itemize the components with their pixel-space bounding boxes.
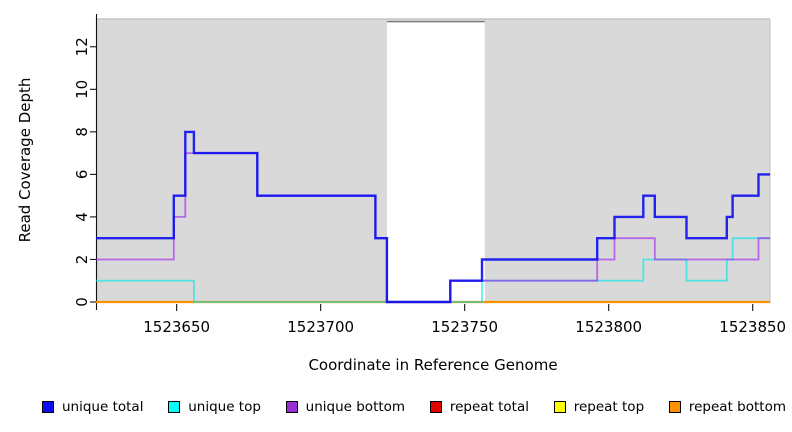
y-tick-label: 8: [73, 127, 91, 137]
chart-legend: unique total unique top unique bottom repea…: [42, 399, 786, 415]
alignment-gap-band: [386, 20, 485, 303]
legend-swatch-icon: [285, 401, 298, 413]
y-tick-label: 0: [73, 297, 91, 307]
coverage-plot: 0 2 4 6 8 10 12 1523650 1523700 1523750 1523800 152…: [16, 14, 786, 374]
legend-label: unique bottom: [305, 399, 406, 415]
legend-swatch-icon: [168, 401, 181, 413]
x-tick-label: 1523700: [287, 318, 354, 336]
x-axis-title: Coordinate in Reference Genome: [308, 356, 557, 374]
legend-label: unique total: [62, 399, 144, 415]
x-tick-label: 1523750: [431, 318, 498, 336]
x-tick-label: 1523850: [719, 318, 786, 336]
legend-swatch-icon: [429, 401, 442, 413]
series-unique-total-line: [96, 130, 770, 304]
legend-swatch-icon: [42, 401, 54, 413]
legend-swatch-icon: [553, 401, 566, 413]
y-tick-label: 4: [73, 212, 91, 222]
legend-item-repeat-bottom: repeat bottom: [668, 399, 786, 415]
y-tick-label: 10: [73, 80, 91, 99]
legend-item-unique-bottom: unique bottom: [285, 399, 406, 415]
legend-item-unique-total: unique total: [42, 399, 143, 415]
x-tick-label: 1523800: [575, 318, 642, 336]
y-axis-title: Read Coverage Depth: [16, 78, 34, 243]
legend-label: unique top: [188, 399, 261, 415]
legend-item-unique-top: unique top: [168, 399, 261, 415]
legend-item-repeat-top: repeat top: [553, 399, 645, 415]
legend-label: repeat total: [449, 399, 529, 415]
y-tick-label: 2: [73, 255, 91, 265]
legend-swatch-icon: [668, 401, 681, 413]
y-tick-label: 12: [73, 37, 91, 56]
y-tick-label: 6: [73, 170, 91, 180]
legend-item-repeat-total: repeat total: [429, 399, 529, 415]
x-tick-label: 1523650: [143, 318, 210, 336]
legend-label: repeat bottom: [688, 399, 786, 415]
legend-label: repeat top: [573, 399, 645, 415]
